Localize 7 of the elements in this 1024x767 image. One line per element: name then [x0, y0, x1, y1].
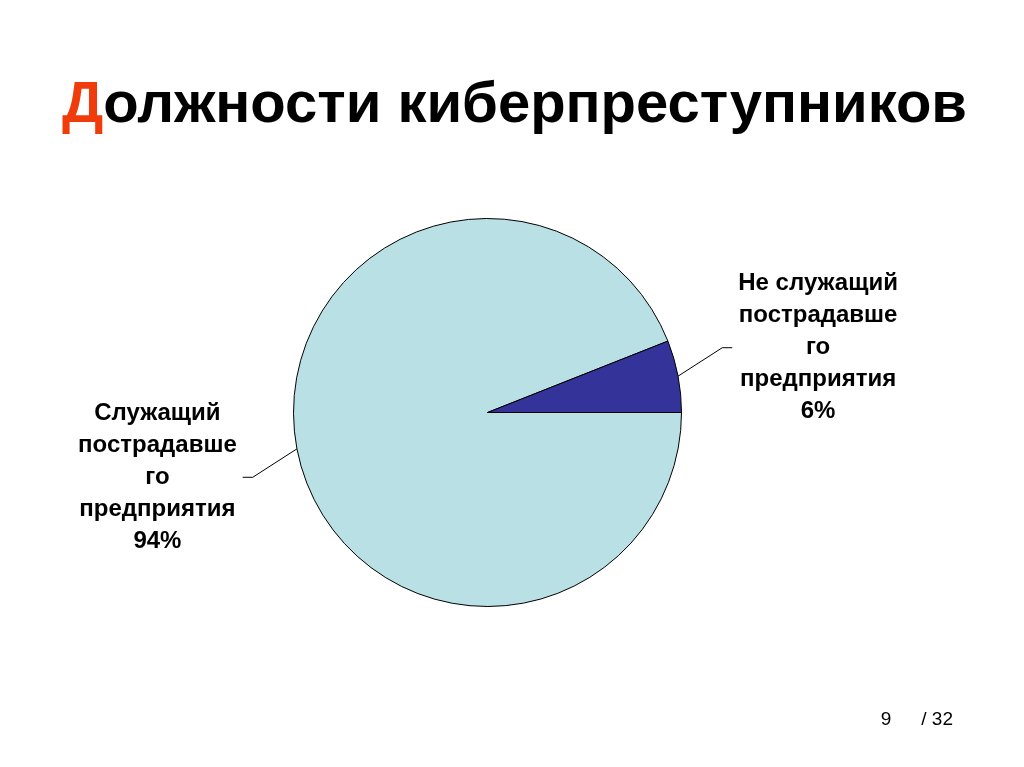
chart-title: Должности киберпреступников — [62, 69, 967, 134]
slice-label: Не служащий пострадавшего предприятия — [738, 268, 898, 392]
text: / 32 — [921, 708, 953, 729]
text: 9 — [880, 708, 892, 729]
data-label: 94% — [133, 525, 182, 553]
slice-label: Служащий пострадавшего предприятия — [78, 397, 237, 521]
data-label: 6% — [800, 396, 836, 424]
